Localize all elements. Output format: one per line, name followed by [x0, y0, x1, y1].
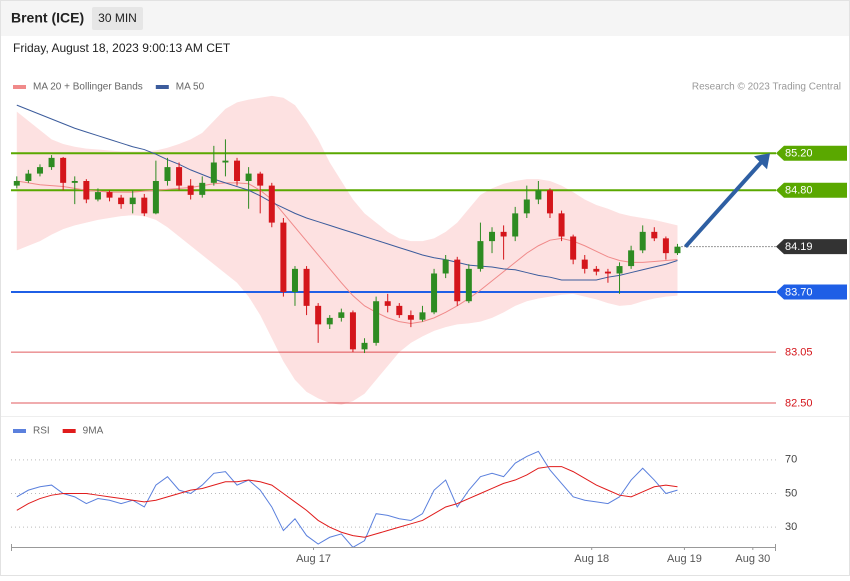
- candle-body: [326, 317, 333, 325]
- candle-body: [616, 266, 623, 274]
- candle-body: [338, 312, 345, 318]
- level-tag: [776, 239, 847, 255]
- ma-line: [16, 180, 678, 324]
- projection-arrow: [683, 157, 766, 248]
- rsi-line: [16, 466, 678, 538]
- level-label: 82.50: [785, 397, 813, 409]
- candle-body: [651, 231, 658, 239]
- candle-body: [291, 268, 298, 292]
- rsi-line: [16, 450, 678, 549]
- candle-body: [245, 173, 252, 181]
- candle-body: [164, 167, 171, 181]
- timeframe[interactable]: 30 MIN: [98, 11, 137, 25]
- level-tag: [776, 182, 847, 198]
- x-tick-label: Aug 17: [296, 553, 331, 565]
- legend-swatch: [13, 85, 26, 89]
- candle-body: [477, 241, 484, 269]
- candle-body: [36, 167, 43, 174]
- projection-arrowhead: [754, 153, 770, 170]
- candle-body: [176, 167, 183, 186]
- candle-body: [465, 268, 472, 302]
- candle-body: [25, 173, 32, 181]
- candle-body: [280, 222, 287, 292]
- level-label: 84.19: [785, 241, 813, 253]
- title: Brent (ICE): [11, 10, 84, 26]
- x-tick-label: Aug 30: [735, 553, 770, 565]
- candle-body: [419, 312, 426, 320]
- timeframe-box[interactable]: [92, 7, 143, 30]
- level-label: 83.70: [785, 286, 813, 298]
- candle-body: [129, 197, 136, 205]
- candle-body: [141, 197, 148, 214]
- candle-body: [373, 301, 380, 343]
- level-label: 83.05: [785, 347, 813, 359]
- candle-body: [13, 180, 20, 186]
- legend-swatch: [155, 85, 169, 89]
- x-tick-label: Aug 19: [667, 553, 702, 565]
- candle-body: [384, 301, 391, 306]
- legend-label: MA 50: [176, 82, 205, 93]
- candle-body: [83, 180, 90, 200]
- candle-body: [315, 305, 322, 325]
- candle-body: [396, 305, 403, 316]
- candle-body: [234, 160, 241, 181]
- candle-body: [60, 157, 67, 183]
- candle-body: [257, 173, 264, 186]
- level-tag: [776, 284, 847, 300]
- candle-body: [593, 268, 600, 272]
- candle-body: [187, 185, 194, 195]
- candle-body: [199, 182, 206, 195]
- candle-body: [500, 231, 507, 237]
- y-tick-label: 70: [785, 454, 797, 466]
- candle-body: [431, 273, 438, 313]
- candle-body: [546, 190, 553, 214]
- candle-body: [94, 192, 101, 200]
- candle-body: [118, 197, 125, 205]
- legend-swatch: [13, 429, 26, 433]
- candle-body: [349, 312, 356, 350]
- candle-body: [558, 213, 565, 237]
- legend-label: MA 20 + Bollinger Bands: [33, 82, 143, 93]
- candle-body: [361, 342, 368, 350]
- level-label: 84.80: [785, 185, 813, 197]
- candle-body: [152, 180, 159, 214]
- candle-body: [106, 192, 113, 198]
- candle-body: [454, 259, 461, 302]
- ma-line: [16, 104, 678, 281]
- legend-label: RSI: [33, 426, 50, 437]
- candle-body: [222, 160, 229, 163]
- candle-body: [442, 259, 449, 274]
- x-tick-label: Aug 18: [574, 553, 609, 565]
- candle-body: [48, 157, 55, 168]
- candle-body: [489, 231, 496, 242]
- candle-body: [535, 190, 542, 200]
- candle-body: [71, 180, 78, 183]
- candle-body: [628, 250, 635, 267]
- source: Research © 2023 Trading Central: [692, 82, 841, 93]
- candle-body: [604, 271, 611, 274]
- candle-body: [523, 199, 530, 214]
- candle-body: [570, 236, 577, 260]
- candle-body: [639, 231, 646, 251]
- candle-body: [303, 268, 310, 306]
- candle-body: [268, 185, 275, 223]
- legend-label: 9MA: [83, 426, 104, 437]
- candle-body: [512, 213, 519, 237]
- y-tick-label: 30: [785, 521, 797, 533]
- y-tick-label: 50: [785, 487, 797, 499]
- candle-body: [407, 315, 414, 320]
- candle-body: [210, 162, 217, 183]
- level-label: 85.20: [785, 148, 813, 160]
- candle-body: [581, 259, 588, 269]
- timestamp: Friday, August 18, 2023 9:00:13 AM CET: [13, 41, 231, 55]
- level-tag: [776, 145, 847, 161]
- candle-body: [674, 246, 681, 254]
- candle-body: [662, 238, 669, 254]
- legend-swatch: [62, 429, 76, 433]
